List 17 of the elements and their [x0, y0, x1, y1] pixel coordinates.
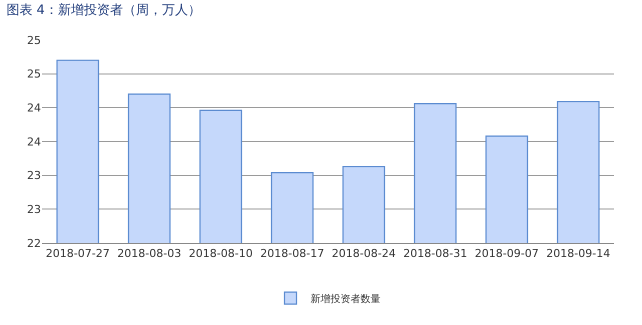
y-tick-label: 23 — [27, 203, 41, 216]
y-tick-label: 25 — [27, 68, 41, 81]
x-tick-label: 2018-08-24 — [332, 247, 396, 260]
x-tick-label: 2018-08-31 — [403, 247, 468, 260]
x-tick-label: 2018-09-07 — [474, 247, 539, 260]
x-tick-label: 2018-07-27 — [46, 247, 110, 260]
x-tick-label: 2018-09-14 — [546, 247, 610, 260]
legend-label: 新增投资者数量 — [310, 293, 380, 305]
y-tick-label: 23 — [27, 169, 41, 182]
x-tick-label: 2018-08-10 — [188, 247, 253, 260]
y-tick-label: 24 — [27, 102, 41, 115]
chart-title: 图表 4：新增投资者（周，万人） — [6, 2, 201, 18]
y-tick-label: 24 — [27, 135, 41, 148]
y-tick-label: 25 — [27, 34, 41, 47]
x-tick-label: 2018-08-03 — [117, 247, 182, 260]
x-tick-label: 2018-08-17 — [260, 247, 324, 260]
y-tick-label: 22 — [27, 236, 41, 250]
